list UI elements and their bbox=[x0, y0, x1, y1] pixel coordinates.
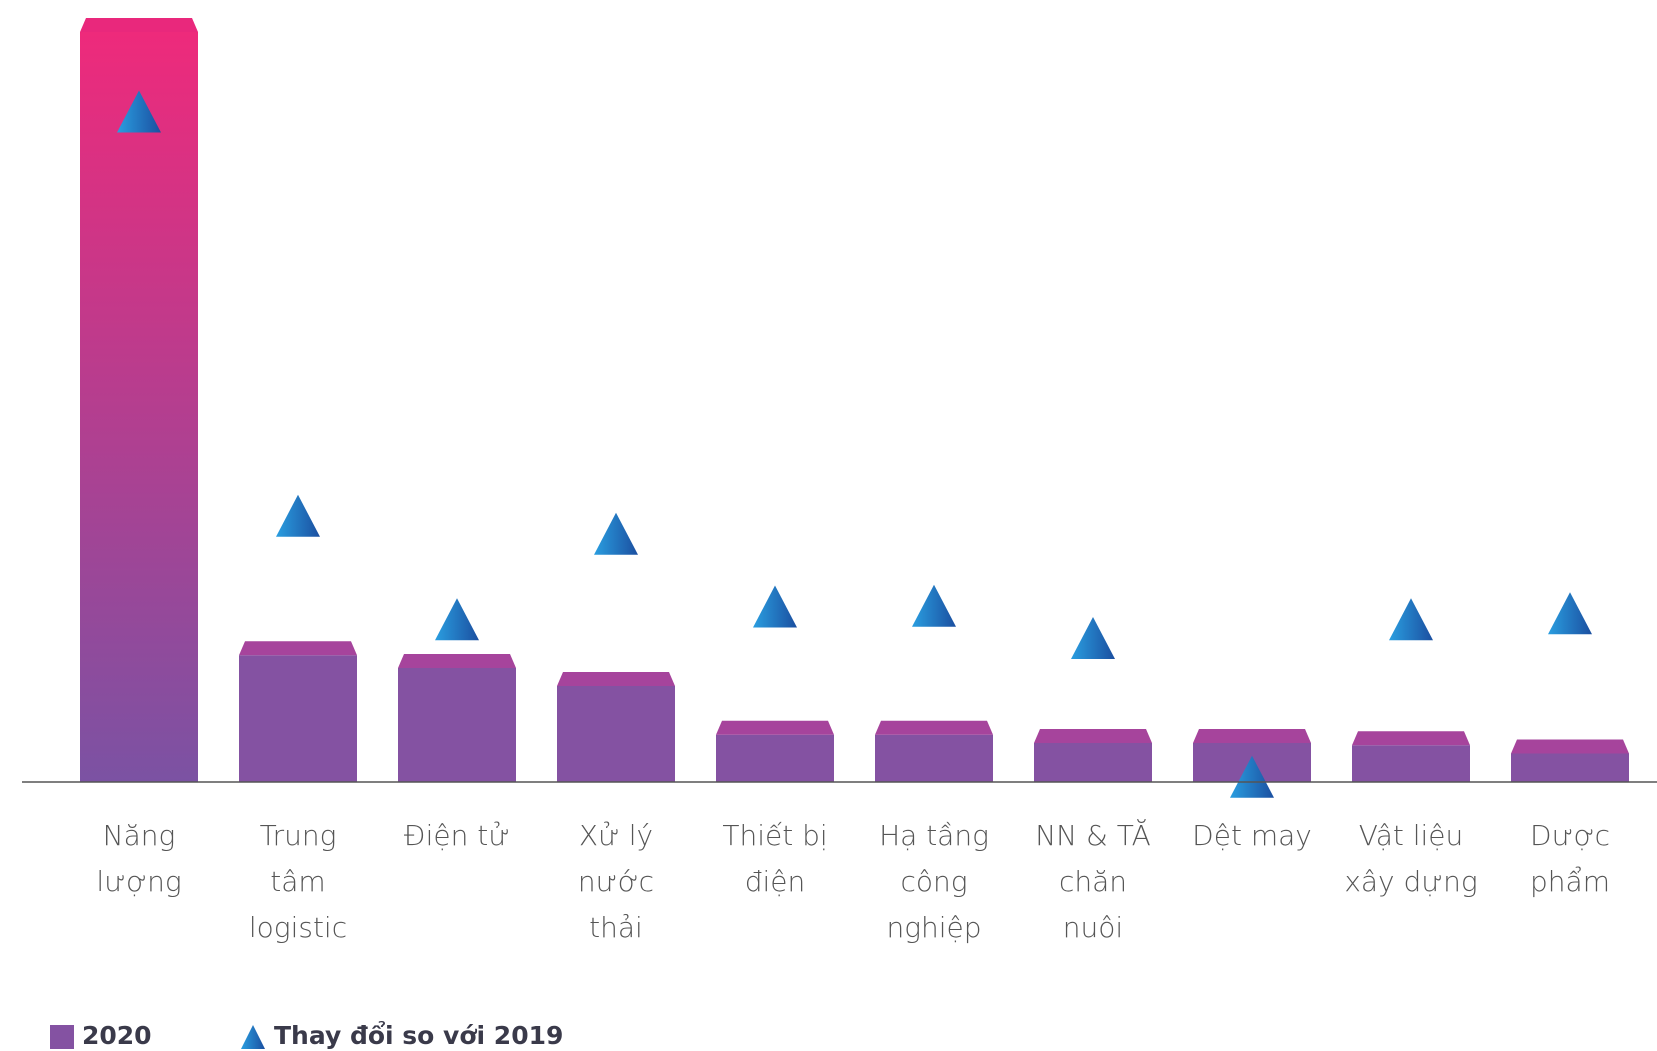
x-tick-label: Thiết bị điện bbox=[722, 819, 828, 898]
bar-cap bbox=[1034, 729, 1152, 743]
bar bbox=[875, 734, 993, 782]
bar-cap bbox=[557, 672, 675, 686]
triangle-marker bbox=[1389, 598, 1433, 641]
bar bbox=[716, 734, 834, 782]
x-tick-label: Hạ tầng công nghiệp bbox=[879, 819, 989, 944]
triangle-marker bbox=[1548, 592, 1592, 635]
triangle-marker bbox=[1071, 617, 1115, 659]
bar bbox=[398, 668, 516, 782]
x-tick-label: Dệt may bbox=[1192, 819, 1312, 852]
x-tick-label: Vật liệu xây dựng bbox=[1344, 819, 1478, 898]
bar bbox=[80, 32, 198, 782]
legend-label: 2020 bbox=[82, 1021, 152, 1050]
x-tick-label: Năng lượng bbox=[96, 819, 182, 898]
triangle-marker bbox=[753, 585, 797, 628]
legend-swatch bbox=[50, 1025, 74, 1049]
bar bbox=[1352, 745, 1470, 782]
bar bbox=[1034, 743, 1152, 782]
x-tick-label: Dược phẩm bbox=[1530, 819, 1610, 898]
bar-cap bbox=[80, 18, 198, 32]
triangle-marker bbox=[594, 512, 638, 555]
bar-cap bbox=[398, 654, 516, 668]
triangle-marker bbox=[912, 584, 956, 627]
triangle-marker bbox=[435, 598, 479, 641]
bar-cap bbox=[716, 720, 834, 735]
bar-cap bbox=[875, 720, 993, 735]
x-tick-label: Trung tâm logistic bbox=[248, 819, 348, 944]
triangle-marker bbox=[1230, 755, 1274, 798]
bar-cap bbox=[1193, 729, 1311, 743]
triangle-marker bbox=[276, 494, 320, 537]
bar-cap bbox=[1511, 739, 1629, 754]
bar bbox=[557, 686, 675, 782]
bar-cap bbox=[239, 641, 357, 656]
bar-cap bbox=[1352, 731, 1470, 746]
bar bbox=[1511, 753, 1629, 782]
triangle-marker bbox=[117, 90, 161, 133]
x-tick-label: Xử lý nước thải bbox=[577, 819, 655, 944]
x-tick-label: Điện tử bbox=[403, 819, 511, 852]
legend-label: Thay đổi so với 2019 bbox=[274, 1021, 564, 1050]
x-tick-label: NN & TĂ chăn nuôi bbox=[1035, 819, 1151, 944]
legend-swatch bbox=[241, 1025, 265, 1049]
bar bbox=[239, 655, 357, 782]
